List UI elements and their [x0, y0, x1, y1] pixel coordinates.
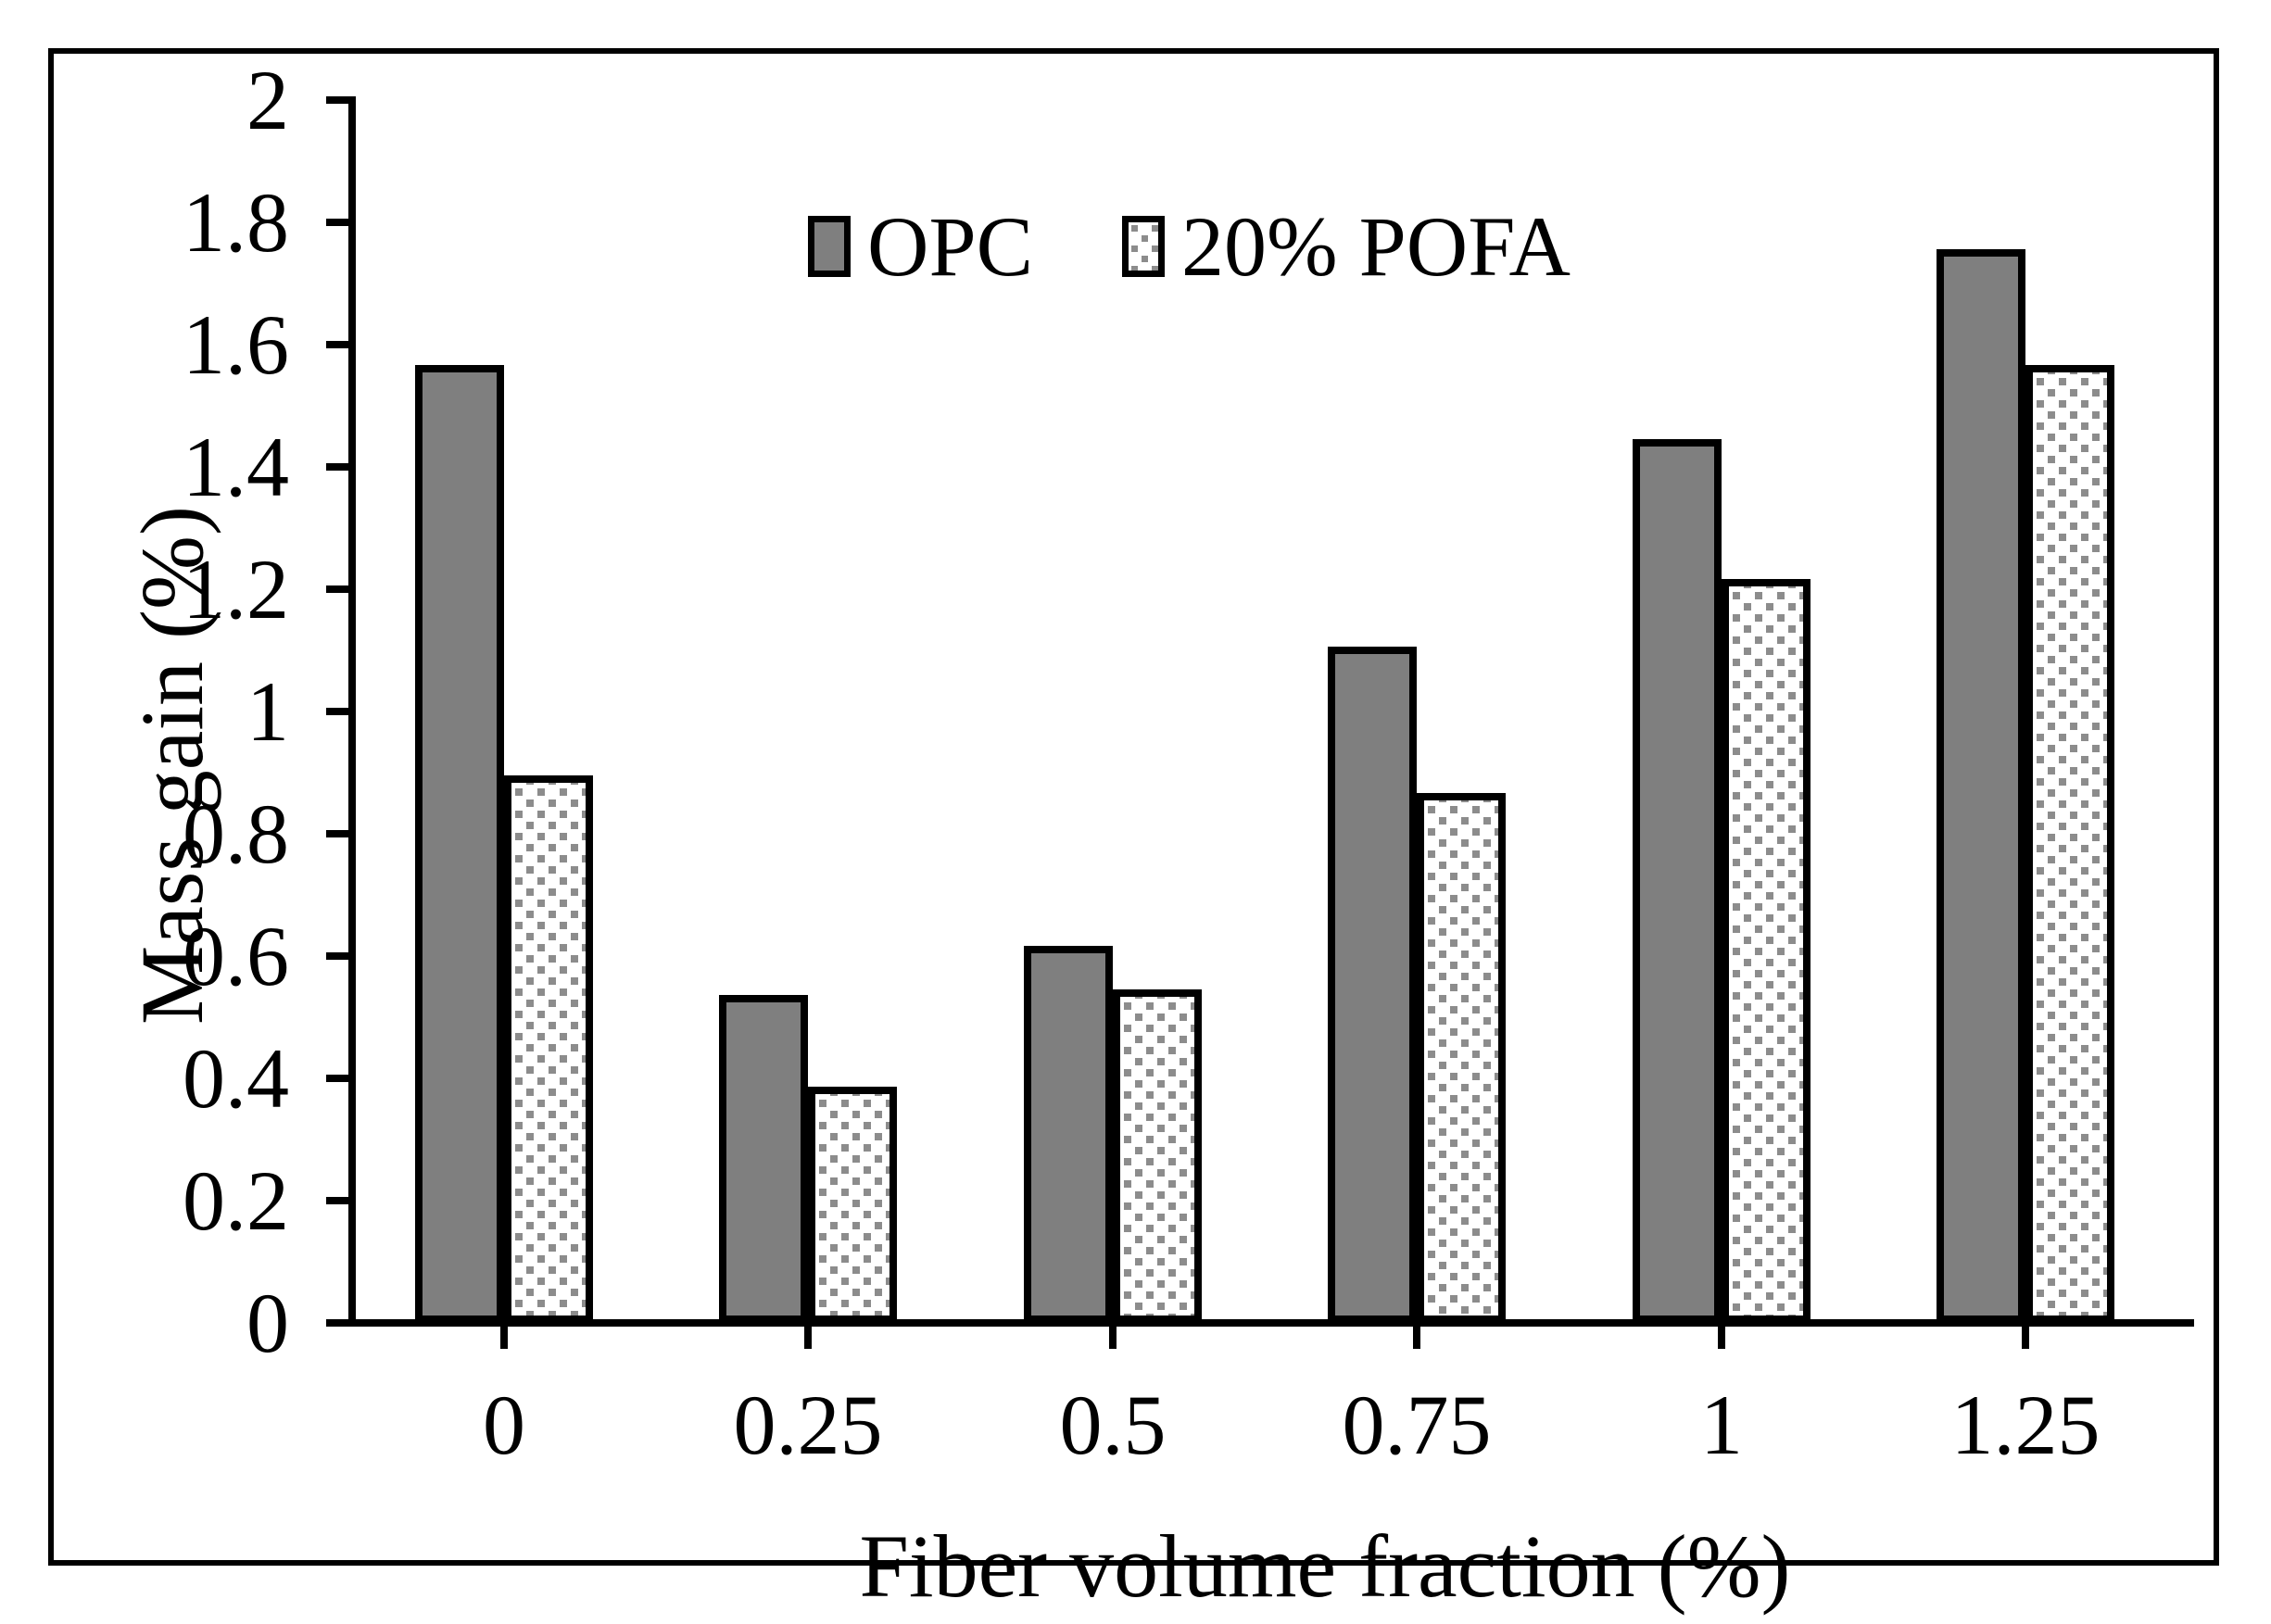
y-tick-label: 1.2: [183, 542, 289, 636]
x-tick-label: 1: [1700, 1378, 1743, 1472]
x-tick: [1718, 1327, 1725, 1349]
bar-opc-0.75: [1328, 647, 1417, 1323]
y-tick-label: 0.8: [183, 787, 289, 881]
y-tick-label: 0.2: [183, 1153, 289, 1248]
bar-opc-0.25: [719, 995, 808, 1323]
bar-pofa-0.75: [1417, 793, 1506, 1323]
y-tick: [326, 219, 348, 226]
bar-pofa-0.25: [808, 1087, 897, 1323]
x-tick-label: 0.5: [1059, 1378, 1167, 1472]
legend-label-opc: OPC: [867, 199, 1033, 294]
bar-opc-1.25: [1937, 249, 2025, 1323]
y-tick: [326, 1197, 348, 1204]
y-tick: [326, 585, 348, 593]
y-tick: [326, 341, 348, 348]
bar-pofa-0: [504, 775, 593, 1323]
y-tick-label: 1.4: [183, 420, 289, 514]
legend-item-pofa: 20% POFA: [1121, 199, 1571, 294]
legend-item-opc: OPC: [808, 204, 1033, 289]
y-tick-label: 0.4: [183, 1031, 289, 1126]
y-axis-line: [348, 96, 356, 1327]
x-axis-line: [348, 1319, 2194, 1327]
bar-opc-1: [1633, 439, 1722, 1323]
legend-swatch-opc-icon: [808, 216, 851, 277]
x-tick-label: 1.25: [1950, 1378, 2101, 1472]
y-tick: [326, 830, 348, 837]
x-tick: [1109, 1327, 1117, 1349]
y-tick: [326, 96, 348, 104]
y-tick-label: 1.8: [183, 175, 289, 270]
legend-swatch-pofa-icon: [1121, 216, 1165, 277]
x-tick: [1413, 1327, 1420, 1349]
x-tick: [804, 1327, 812, 1349]
x-tick: [2022, 1327, 2029, 1349]
y-tick: [326, 463, 348, 471]
x-tick: [500, 1327, 508, 1349]
y-tick: [326, 1075, 348, 1082]
x-tick-label: 0.75: [1342, 1378, 1492, 1472]
bar-opc-0.5: [1024, 946, 1113, 1323]
legend-label-pofa: 20% POFA: [1180, 199, 1571, 294]
chart-frame: OPC 20% POFA Mass gain (%) Fiber volume …: [48, 48, 2219, 1616]
y-tick: [326, 708, 348, 715]
y-tick-label: 2: [246, 53, 289, 147]
y-tick: [326, 952, 348, 960]
y-tick: [326, 1319, 348, 1327]
y-tick-label: 1: [246, 664, 289, 759]
x-tick-label: 0.25: [733, 1378, 883, 1472]
y-tick-label: 0.6: [183, 909, 289, 1003]
x-tick-label: 0: [483, 1378, 525, 1472]
y-tick-label: 0: [246, 1276, 289, 1370]
y-tick-label: 1.6: [183, 297, 289, 392]
bar-pofa-0.5: [1113, 989, 1202, 1323]
bar-opc-0: [415, 365, 504, 1323]
x-axis-title: Fiber volume fraction (%): [859, 1517, 1791, 1616]
bar-pofa-1.25: [2025, 365, 2114, 1323]
bar-pofa-1: [1722, 579, 1810, 1323]
legend: OPC 20% POFA: [54, 204, 2271, 289]
